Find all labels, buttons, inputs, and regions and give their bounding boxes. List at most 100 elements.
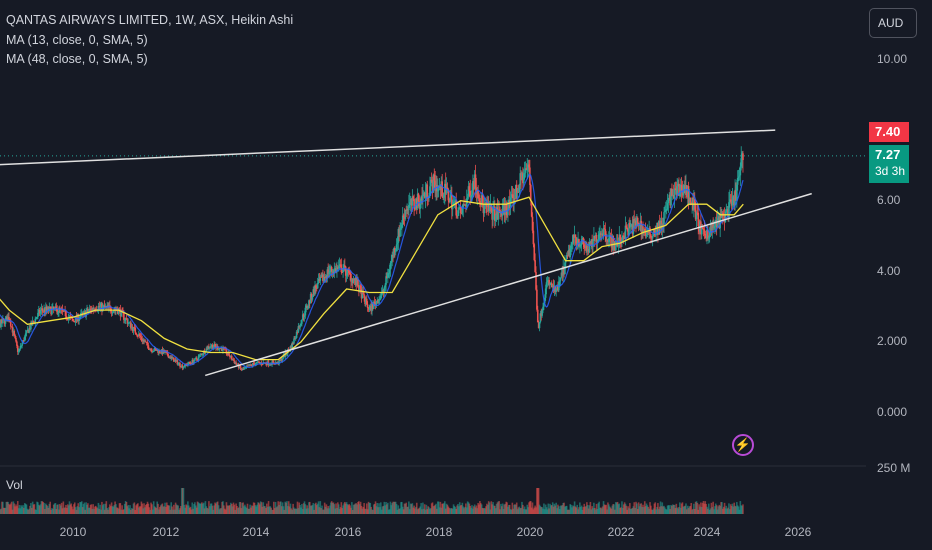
candle-body xyxy=(103,305,106,308)
candle-body xyxy=(408,202,411,205)
volume-bar xyxy=(634,507,636,514)
ma48-legend[interactable]: MA (48, close, 0, SMA, 5) xyxy=(6,52,148,66)
candle-body xyxy=(166,352,169,356)
volume-bar xyxy=(78,507,80,514)
volume-bar xyxy=(6,501,9,514)
x-tick-label: 2020 xyxy=(516,525,544,539)
candle-body xyxy=(452,201,455,203)
volume-bar xyxy=(9,503,12,514)
candle-body xyxy=(142,340,144,342)
candle-body xyxy=(602,228,605,236)
candle-body xyxy=(210,344,213,347)
volume-bar xyxy=(281,502,284,514)
volume-bar xyxy=(659,501,662,514)
candle-body xyxy=(256,361,258,363)
candle-body xyxy=(487,203,490,212)
candle-body xyxy=(488,207,491,212)
candle-body xyxy=(16,345,19,352)
volume-bar xyxy=(21,506,23,514)
volume-bar xyxy=(480,504,483,514)
volume-bar xyxy=(37,502,39,514)
volume-bar xyxy=(482,508,485,514)
volume-bar xyxy=(145,503,148,514)
volume-bar xyxy=(715,505,718,514)
volume-bar xyxy=(546,509,549,514)
volume-bar xyxy=(689,506,692,514)
volume-bar xyxy=(16,501,19,514)
currency-button[interactable]: AUD xyxy=(869,8,917,38)
candle-body xyxy=(532,230,535,245)
volume-bar xyxy=(59,504,61,514)
candle-body xyxy=(507,208,509,216)
volume-bar xyxy=(524,509,527,514)
candle-body xyxy=(677,183,679,187)
volume-bar xyxy=(703,503,706,514)
volume-bar xyxy=(473,504,476,514)
candle-body xyxy=(495,207,498,216)
volume-bar xyxy=(256,504,258,514)
volume-bar xyxy=(650,509,653,514)
candle-body xyxy=(280,358,283,361)
candle-body xyxy=(308,300,311,303)
candle-body xyxy=(409,198,412,203)
candle-body xyxy=(559,277,562,281)
volume-bar xyxy=(114,501,116,514)
volume-bar xyxy=(119,503,122,514)
volume-bar xyxy=(207,508,209,514)
volume-bar xyxy=(45,504,48,514)
candle-body xyxy=(77,314,80,322)
volume-bar xyxy=(18,504,21,514)
candle-body xyxy=(732,195,735,198)
candle-body xyxy=(237,363,239,365)
candle-body xyxy=(642,226,644,233)
ma13-legend[interactable]: MA (13, close, 0, SMA, 5) xyxy=(6,32,148,47)
volume-bar xyxy=(32,504,35,514)
candle-body xyxy=(586,245,588,252)
candle-body xyxy=(137,335,139,337)
volume-bar xyxy=(451,508,453,514)
volume-bar xyxy=(111,506,114,514)
volume-bar xyxy=(527,507,529,514)
volume-bar xyxy=(143,503,145,514)
candle-body xyxy=(554,285,557,293)
trendlines[interactable] xyxy=(0,129,812,377)
volume-bar xyxy=(159,505,162,514)
volume-bar xyxy=(672,504,674,514)
candle-body xyxy=(643,229,645,233)
candle-body xyxy=(270,364,272,366)
volume-bar xyxy=(182,488,185,514)
volume-bar xyxy=(381,506,384,514)
volume-bar xyxy=(443,503,445,514)
volume-bar xyxy=(556,508,558,514)
candle-body xyxy=(579,244,582,246)
volume-bar xyxy=(535,507,537,514)
lightning-icon[interactable]: ⚡ xyxy=(732,434,754,456)
volume-bar xyxy=(289,503,292,514)
candle-body xyxy=(567,250,570,256)
candle-body xyxy=(633,219,636,223)
volume-bar xyxy=(355,503,358,514)
candle-body xyxy=(316,282,319,289)
volume-bar xyxy=(552,506,555,514)
candle-body xyxy=(327,269,329,275)
candle-body xyxy=(229,356,231,358)
volume-bar xyxy=(572,506,575,514)
volume-bar xyxy=(422,502,424,514)
candle-body xyxy=(584,246,586,248)
candle-body xyxy=(145,342,148,344)
candle-body xyxy=(505,204,507,212)
candle-body xyxy=(382,289,385,292)
candle-body xyxy=(441,181,443,197)
candle-body xyxy=(397,228,400,243)
volume-bar xyxy=(144,505,147,514)
candle-body xyxy=(144,341,146,343)
volume-legend[interactable]: Vol xyxy=(6,478,23,492)
candle-body xyxy=(706,229,708,239)
symbol-title[interactable]: QANTAS AIRWAYS LIMITED, 1W, ASX, Heikin … xyxy=(6,13,294,27)
volume-bar xyxy=(421,509,423,514)
volume-bar xyxy=(374,501,377,514)
candle-body xyxy=(430,179,433,181)
candle-body xyxy=(209,346,211,348)
candle-body xyxy=(300,323,302,326)
